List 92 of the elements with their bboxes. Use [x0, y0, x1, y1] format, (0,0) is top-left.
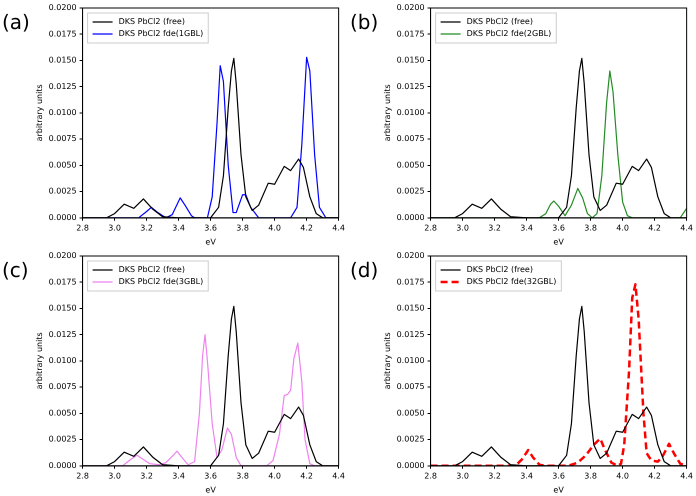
- y-tick-label: 0.0000: [48, 460, 77, 470]
- legend-label: DKS PbCl2 fde(3GBL): [118, 277, 204, 286]
- x-tick-label: 4.2: [648, 224, 661, 233]
- y-tick-label: 0.0175: [48, 277, 77, 286]
- x-tick-label: 3.2: [488, 472, 501, 481]
- y-tick-label: 0.0200: [396, 3, 425, 12]
- y-tick-label: 0.0000: [48, 212, 77, 222]
- legend-label: DKS PbCl2 (free): [118, 265, 185, 274]
- y-tick-label: 0.0125: [48, 330, 77, 339]
- legend-label: DKS PbCl2 (free): [118, 17, 185, 26]
- y-tick-label: 0.0125: [48, 82, 77, 91]
- x-tick-label: 3.0: [456, 472, 469, 481]
- y-tick-label: 0.0050: [48, 160, 77, 170]
- y-tick-label: 0.0025: [48, 186, 77, 196]
- legend-label: DKS PbCl2 fde(2GBL): [466, 29, 552, 38]
- y-tick-label: 0.0200: [396, 251, 425, 260]
- x-tick-label: 4.2: [648, 472, 661, 481]
- y-tick-label: 0.0075: [48, 134, 77, 144]
- x-tick-label: 2.8: [424, 224, 437, 233]
- y-tick-label: 0.0175: [396, 29, 425, 38]
- y-axis-title: arbitrary units: [382, 84, 392, 142]
- y-tick-label: 0.0150: [48, 304, 77, 313]
- text: (d): [350, 258, 378, 282]
- x-tick-label: 3.4: [172, 224, 185, 233]
- y-tick-label: 0.0100: [396, 108, 425, 117]
- y-tick-label: 0.0150: [396, 304, 425, 313]
- x-axis-title: eV: [553, 485, 564, 494]
- x-tick-label: 4.4: [680, 224, 694, 233]
- x-tick-label: 2.8: [76, 472, 89, 481]
- x-tick-label: 3.2: [140, 224, 153, 233]
- x-tick-label: 4.0: [268, 472, 281, 481]
- y-tick-label: 0.0175: [396, 277, 425, 286]
- y-tick-label: 0.0100: [48, 356, 77, 365]
- x-tick-label: 3.4: [520, 472, 533, 481]
- y-tick-label: 0.0050: [396, 408, 425, 418]
- y-tick-label: 0.0100: [396, 356, 425, 365]
- y-tick-label: 0.0200: [48, 3, 77, 12]
- x-tick-label: 3.0: [456, 224, 469, 233]
- x-tick-label: 3.6: [552, 224, 565, 233]
- x-tick-label: 4.0: [616, 472, 629, 481]
- y-axis-title: arbitrary units: [382, 332, 392, 390]
- y-tick-label: 0.0125: [396, 82, 425, 91]
- y-tick-label: 0.0200: [48, 251, 77, 260]
- x-tick-label: 4.4: [680, 472, 694, 481]
- y-tick-label: 0.0100: [48, 108, 77, 117]
- x-tick-label: 3.0: [108, 472, 121, 481]
- x-tick-label: 3.8: [584, 224, 597, 233]
- x-tick-label: 3.6: [204, 472, 217, 481]
- x-tick-label: 3.6: [552, 472, 565, 481]
- x-axis-title: eV: [205, 485, 216, 494]
- x-tick-label: 3.2: [140, 472, 153, 481]
- x-tick-label: 3.8: [236, 224, 249, 233]
- x-tick-label: 3.8: [236, 472, 249, 481]
- text: (a): [2, 10, 30, 34]
- y-tick-label: 0.0075: [48, 382, 77, 392]
- y-tick-label: 0.0125: [396, 330, 425, 339]
- y-tick-label: 0.0075: [396, 382, 425, 392]
- x-tick-label: 4.4: [332, 224, 346, 233]
- y-tick-label: 0.0025: [48, 434, 77, 444]
- y-tick-label: 0.0050: [396, 160, 425, 170]
- x-tick-label: 2.8: [76, 224, 89, 233]
- y-axis-title: arbitrary units: [34, 332, 44, 390]
- y-tick-label: 0.0000: [396, 212, 425, 222]
- x-axis-title: eV: [205, 237, 216, 246]
- legend-label: DKS PbCl2 fde(1GBL): [118, 29, 204, 38]
- y-tick-label: 0.0075: [396, 134, 425, 144]
- legend-label: DKS PbCl2 fde(32GBL): [466, 277, 556, 286]
- x-tick-label: 4.2: [300, 472, 313, 481]
- x-tick-label: 3.0: [108, 224, 121, 233]
- x-tick-label: 4.0: [268, 224, 281, 233]
- y-tick-label: 0.0175: [48, 29, 77, 38]
- x-tick-label: 4.0: [616, 224, 629, 233]
- y-tick-label: 0.0000: [396, 460, 425, 470]
- x-tick-label: 4.4: [332, 472, 346, 481]
- x-tick-label: 3.4: [172, 472, 185, 481]
- x-tick-label: 3.6: [204, 224, 217, 233]
- x-axis-title: eV: [553, 237, 564, 246]
- y-tick-label: 0.0025: [396, 186, 425, 196]
- x-tick-label: 4.2: [300, 224, 313, 233]
- y-axis-title: arbitrary units: [34, 84, 44, 142]
- text: (c): [2, 258, 29, 282]
- y-tick-label: 0.0150: [396, 56, 425, 65]
- text: (b): [350, 10, 378, 34]
- x-tick-label: 3.4: [520, 224, 533, 233]
- legend-label: DKS PbCl2 (free): [466, 265, 533, 274]
- y-tick-label: 0.0150: [48, 56, 77, 65]
- y-tick-label: 0.0025: [396, 434, 425, 444]
- x-tick-label: 3.2: [488, 224, 501, 233]
- y-tick-label: 0.0050: [48, 408, 77, 418]
- x-tick-label: 2.8: [424, 472, 437, 481]
- legend-label: DKS PbCl2 (free): [466, 17, 533, 26]
- x-tick-label: 3.8: [584, 472, 597, 481]
